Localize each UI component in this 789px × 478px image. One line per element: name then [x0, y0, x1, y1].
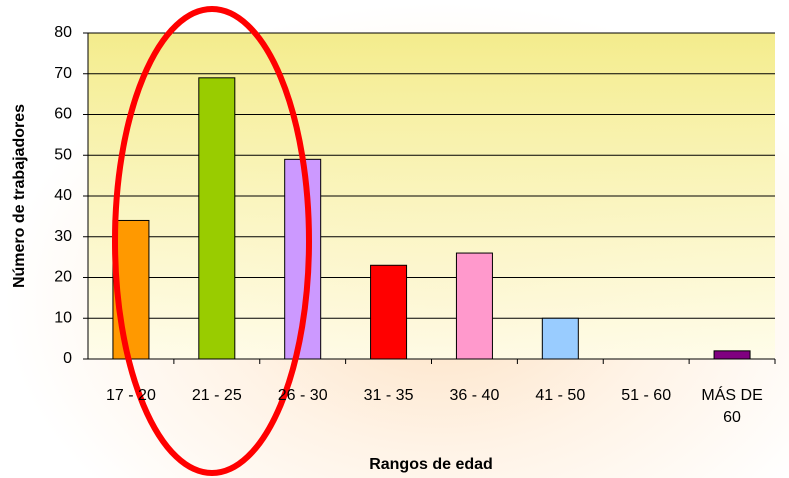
x-tick-label: 26 - 30: [277, 387, 328, 404]
y-tick-label: 40: [54, 187, 72, 204]
y-tick-label: 20: [54, 269, 72, 286]
bar: [198, 77, 236, 360]
y-tick-label: 80: [54, 24, 72, 41]
x-tick-label: 51 - 60: [621, 387, 672, 404]
y-tick-label: 60: [54, 106, 72, 123]
y-tick-label: 10: [54, 309, 72, 326]
bar: [541, 317, 579, 360]
annotation-ellipse: [112, 6, 312, 476]
x-tick-label: 41 - 50: [535, 387, 586, 404]
bar: [370, 264, 408, 360]
y-tick-label: 30: [54, 228, 72, 245]
x-tick-label: 21 - 25: [191, 387, 242, 404]
x-tick-label: 17 - 20: [106, 387, 156, 404]
x-tick-label: MÁS DE 60: [701, 387, 763, 426]
y-tick-label: 50: [54, 146, 72, 163]
x-tick-label: 36 - 40: [449, 387, 500, 404]
bar: [713, 350, 751, 360]
x-tick-label: 31 - 35: [363, 387, 414, 404]
y-tick-label: 70: [54, 65, 72, 82]
y-axis-title: Número de trabajadores: [11, 104, 28, 288]
y-tick-label: 0: [63, 350, 72, 367]
x-axis-title: Rangos de edad: [369, 456, 493, 473]
bar: [455, 252, 493, 360]
